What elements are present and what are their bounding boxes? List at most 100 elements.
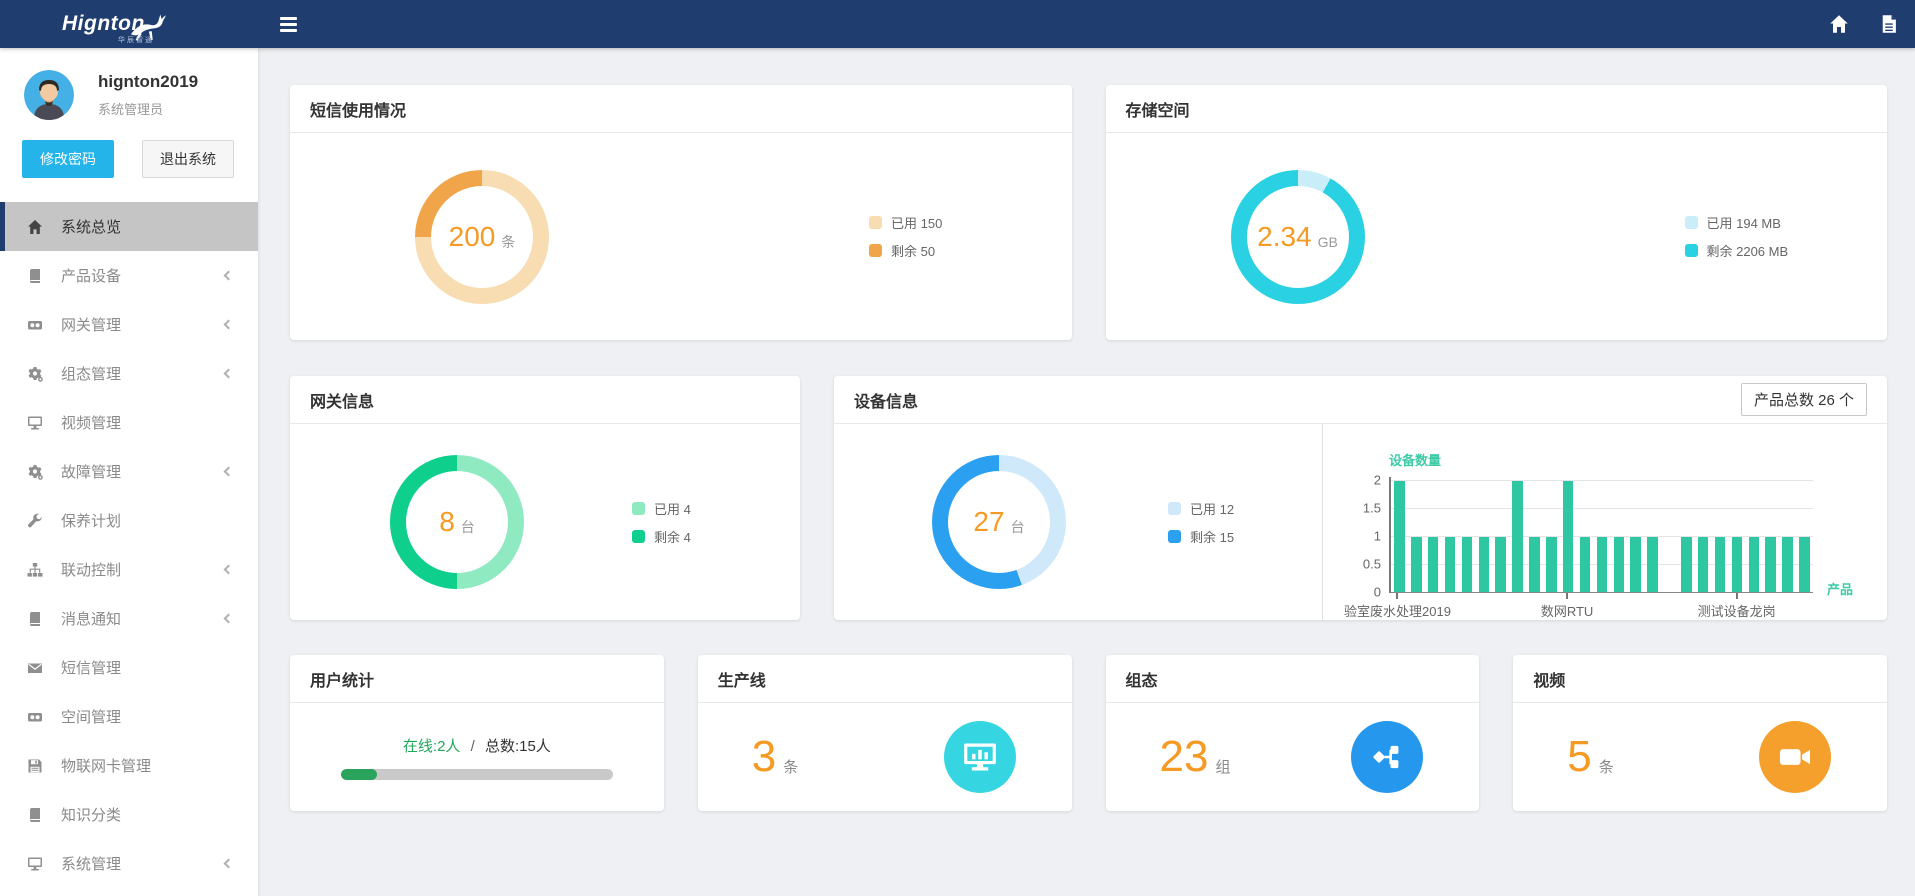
sidebar-item-label: 视频管理 xyxy=(61,415,122,432)
hamburger-icon[interactable] xyxy=(276,13,301,36)
sidebar-item-linkage-control[interactable]: 联动控制 xyxy=(0,545,258,594)
sms-legend: 已用 150 剩余 50 xyxy=(869,204,942,269)
antelope-logo-icon xyxy=(128,3,166,48)
chevron-left-icon xyxy=(223,613,234,624)
x-axis-tick-mark xyxy=(1566,593,1569,599)
gear-icon xyxy=(27,366,46,382)
sms-donut-chart: 200 条 xyxy=(415,169,549,304)
bar xyxy=(1394,481,1405,592)
bar xyxy=(1444,536,1456,592)
bar-slot xyxy=(1678,481,1695,592)
users-progress-fill xyxy=(340,768,378,780)
sidebar-item-video-management[interactable]: 视频管理 xyxy=(0,398,258,447)
sitemap-icon xyxy=(27,562,46,578)
card-title: 组态 xyxy=(1105,655,1480,703)
monitor-icon xyxy=(27,415,46,431)
home-icon xyxy=(27,219,46,235)
x-axis-tick-mark xyxy=(1735,593,1738,599)
sidebar-item-sms-management[interactable]: 短信管理 xyxy=(0,643,258,692)
home-icon[interactable] xyxy=(1829,14,1849,34)
sms-total-value: 200 xyxy=(448,220,496,252)
main-content: 短信使用情况 200 条 已用 150 剩余 50 存储空间 2.34 GB xyxy=(258,48,1915,896)
bar-slot xyxy=(1644,481,1661,592)
bar-slot xyxy=(1391,481,1408,592)
bar-slot xyxy=(1762,481,1779,592)
bar xyxy=(1512,481,1523,592)
bar xyxy=(1613,536,1625,592)
sidebar-item-space-management[interactable]: 空间管理 xyxy=(0,692,258,741)
logout-button[interactable]: 退出系统 xyxy=(142,140,234,178)
storage-total-unit: GB xyxy=(1317,233,1338,250)
gateway-legend: 已用 4 剩余 4 xyxy=(632,490,691,555)
sidebar-item-label: 短信管理 xyxy=(61,660,122,677)
sidebar-item-configuration-management[interactable]: 组态管理 xyxy=(0,349,258,398)
video-box-icon xyxy=(27,709,46,725)
card-title: 用户统计 xyxy=(290,655,664,703)
sidebar-item-knowledge-classification[interactable]: 知识分类 xyxy=(0,790,258,839)
change-password-button[interactable]: 修改密码 xyxy=(22,140,114,178)
card-title: 存储空间 xyxy=(1105,85,1887,133)
bar xyxy=(1596,536,1608,592)
bar xyxy=(1748,536,1760,592)
bar xyxy=(1411,536,1422,592)
sidebar: hignton2019 系统管理员 修改密码 退出系统 系统总览 产品设备 网关管理… xyxy=(0,48,258,896)
bar-slot xyxy=(1408,481,1425,592)
user-role: 系统管理员 xyxy=(98,102,164,117)
bar xyxy=(1782,536,1793,592)
sidebar-item-message-notification[interactable]: 消息通知 xyxy=(0,594,258,643)
gridline: 2 xyxy=(1374,473,1813,488)
wrench-icon xyxy=(27,513,46,529)
sidebar-item-label: 联动控制 xyxy=(61,562,122,579)
gear-icon xyxy=(27,464,46,480)
bar xyxy=(1546,536,1557,592)
video-card: 视频 5 条 xyxy=(1513,655,1887,811)
sidebar-item-fault-management[interactable]: 故障管理 xyxy=(0,447,258,496)
y-axis-line xyxy=(1389,477,1391,593)
envelope-icon xyxy=(27,660,46,676)
chevron-left-icon xyxy=(223,319,234,330)
document-icon[interactable] xyxy=(1879,14,1899,34)
user-stats-text: 在线:2人 / 总数:15人 xyxy=(402,737,551,755)
bar-slot xyxy=(1661,481,1678,592)
x-axis-tick-mark xyxy=(1396,593,1399,599)
floppy-icon xyxy=(27,758,46,774)
video-camera-icon xyxy=(1759,721,1831,793)
sidebar-item-label: 系统总览 xyxy=(61,219,122,236)
sidebar-item-iot-card-management[interactable]: 物联网卡管理 xyxy=(0,741,258,790)
video-count: 5 xyxy=(1567,732,1592,781)
sidebar-item-product-devices[interactable]: 产品设备 xyxy=(0,251,258,300)
logo-tagline: 华辰智通 xyxy=(118,37,154,44)
sidebar-item-system-overview[interactable]: 系统总览 xyxy=(0,202,258,251)
bar-chart-title: 设备数量 xyxy=(1389,453,1442,468)
bar-slot xyxy=(1560,481,1577,592)
total-users-label: 总数:15人 xyxy=(484,737,551,755)
sidebar-item-label: 组态管理 xyxy=(61,366,122,383)
logo: Hignton 华辰智通 xyxy=(0,0,258,48)
legend-item: 已用 150 xyxy=(869,213,942,232)
sidebar-item-label: 网关管理 xyxy=(61,317,122,334)
bar-slot xyxy=(1610,481,1627,592)
device-info-card: 设备信息 产品总数 26 个 27 台 已用 12 剩余 15 设备数量 xyxy=(834,376,1887,620)
chevron-left-icon xyxy=(223,564,234,575)
bar-slot xyxy=(1492,481,1509,592)
sidebar-item-system-management[interactable]: 系统管理 xyxy=(0,839,258,888)
book-icon xyxy=(27,807,46,823)
x-axis-tick-label: 测试设备龙岗 xyxy=(1697,604,1776,619)
sidebar-item-gateway-management[interactable]: 网关管理 xyxy=(0,300,258,349)
online-users-label: 在线:2人 xyxy=(402,737,461,755)
y-axis-tick-label: 0 xyxy=(1373,584,1381,600)
bar-slot xyxy=(1745,481,1762,592)
legend-item: 已用 4 xyxy=(632,499,691,518)
bar-chart-x-axis-label: 产品 xyxy=(1826,582,1853,597)
y-axis-tick-label: 2 xyxy=(1373,472,1381,488)
legend-item: 剩余 2206 MB xyxy=(1684,241,1788,260)
bar-slot xyxy=(1796,481,1813,592)
product-total-badge: 产品总数 26 个 xyxy=(1740,383,1867,416)
sidebar-item-maintenance-plan[interactable]: 保养计划 xyxy=(0,496,258,545)
legend-item: 剩余 15 xyxy=(1168,527,1234,546)
device-legend: 已用 12 剩余 15 xyxy=(1168,490,1234,555)
chevron-left-icon xyxy=(223,858,234,869)
gateway-total-value: 8 xyxy=(439,506,455,537)
y-axis-tick-label: 1 xyxy=(1373,528,1381,544)
device-donut-chart: 27 台 xyxy=(932,455,1066,589)
